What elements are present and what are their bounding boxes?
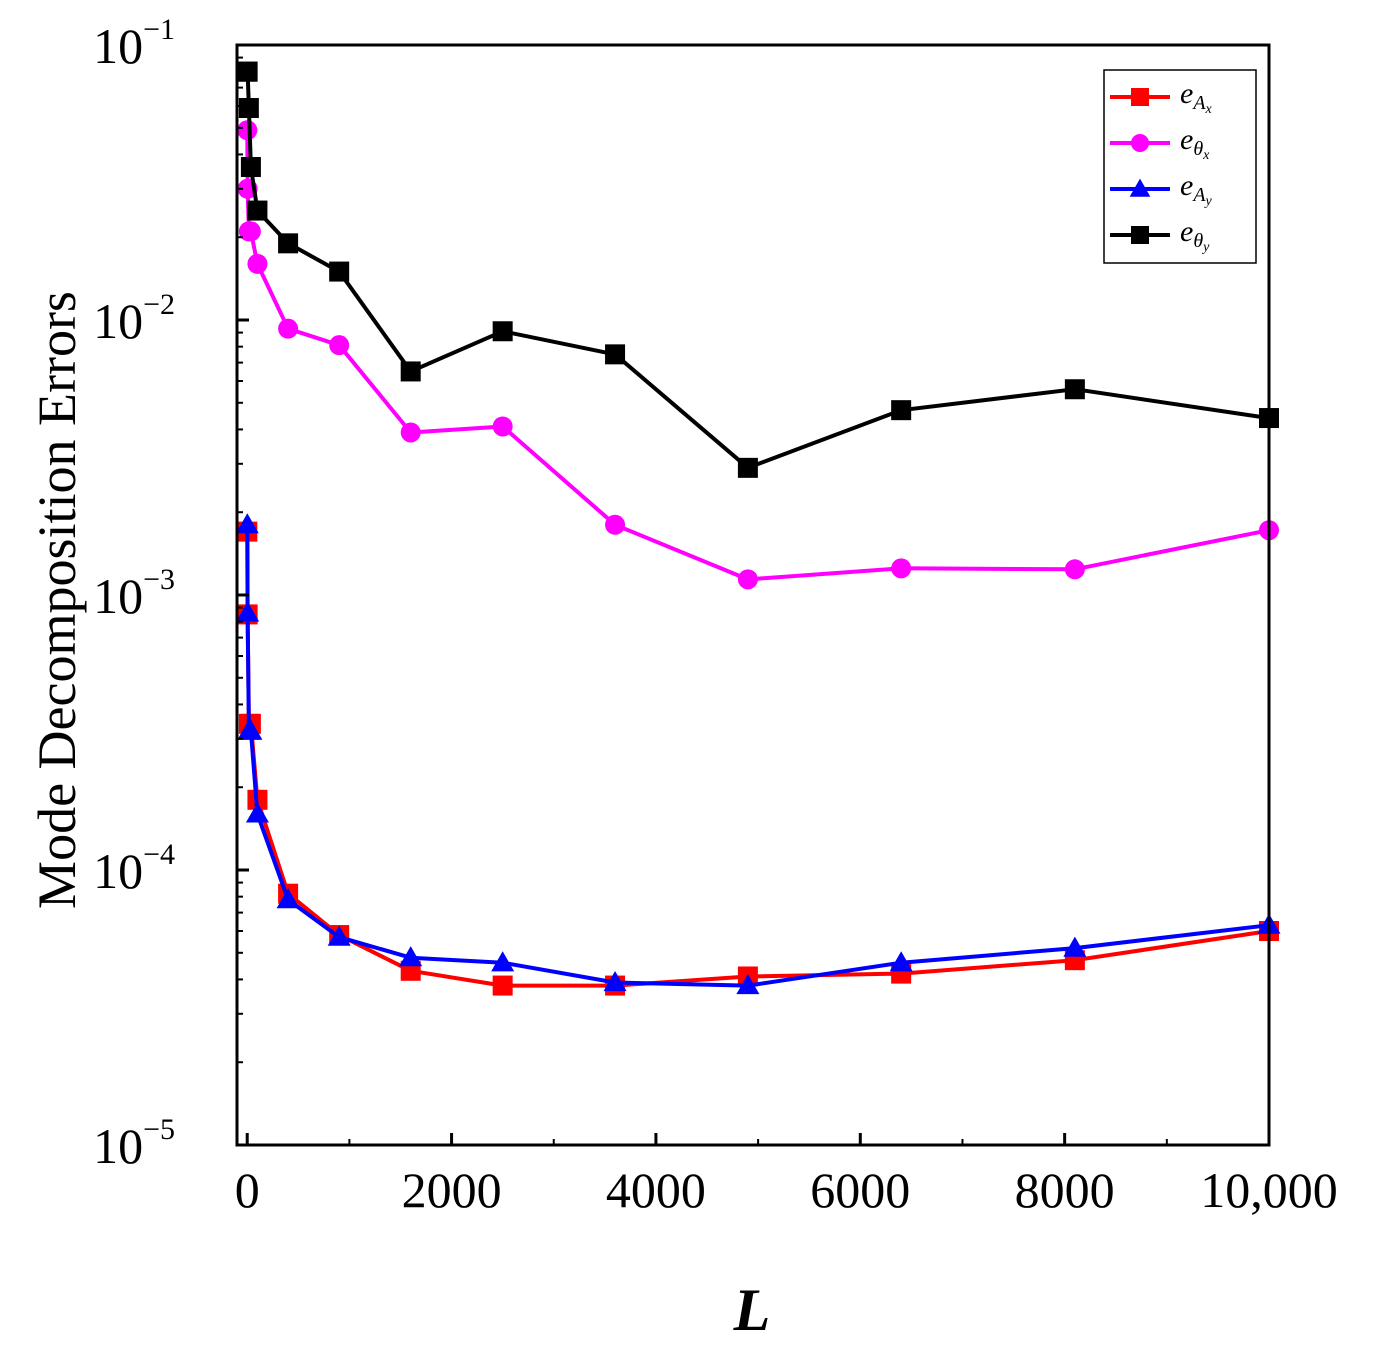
data-point-e_Ay-0 bbox=[235, 513, 259, 534]
data-point-e_thetax-12 bbox=[1064, 559, 1085, 580]
data-point-e_thetay-8 bbox=[492, 321, 513, 342]
legend-marker-e_Ax bbox=[1131, 88, 1149, 106]
data-point-e_thetax-0 bbox=[237, 120, 258, 141]
y-tick-label-3: 10−4 bbox=[93, 838, 175, 899]
legend-label-e_Ay: eAy bbox=[1180, 169, 1213, 209]
data-point-e_thetay-11 bbox=[891, 400, 912, 421]
data-point-e_thetax-9 bbox=[605, 514, 626, 535]
data-point-e_thetay-2 bbox=[238, 98, 259, 119]
data-point-e_thetay-1 bbox=[237, 61, 258, 82]
x-tick-label-1: 2000 bbox=[402, 1162, 502, 1218]
data-point-e_thetax-11 bbox=[891, 558, 912, 579]
data-point-e_thetax-7 bbox=[400, 422, 421, 443]
legend-marker-e_thetax bbox=[1131, 134, 1149, 152]
x-axis-label: L bbox=[733, 1277, 771, 1343]
data-point-e_thetay-4 bbox=[247, 200, 268, 221]
data-point-e_Ay-8 bbox=[491, 951, 515, 972]
data-point-e_thetay-12 bbox=[1064, 379, 1085, 400]
series-e_thetax bbox=[237, 120, 1279, 590]
data-point-e_thetay-6 bbox=[329, 261, 350, 282]
data-point-e_thetax-5 bbox=[278, 318, 299, 339]
x-tick-label-4: 8000 bbox=[1015, 1162, 1115, 1218]
data-point-e_Ay-6 bbox=[327, 925, 351, 946]
y-tick-label-4: 10−5 bbox=[93, 1113, 175, 1174]
data-point-e_Ax-8 bbox=[492, 975, 513, 996]
legend-marker-e_Ay bbox=[1129, 178, 1151, 197]
series-e_thetay bbox=[237, 61, 1279, 478]
y-axis: 10−1 10−2 10−3 10−4 10−5 bbox=[93, 13, 249, 1174]
data-point-e_thetax-6 bbox=[329, 335, 350, 356]
legend-item-e_thetay: eθy bbox=[1110, 215, 1210, 255]
data-point-e_thetax-10 bbox=[737, 569, 758, 590]
legend-label-e_thetay: eθy bbox=[1180, 215, 1210, 255]
y-axis-label: Mode Decomposition Errors bbox=[27, 291, 87, 909]
data-point-e_Ay-4 bbox=[245, 802, 269, 823]
legend-marker-e_thetay bbox=[1131, 226, 1149, 244]
legend: eAx eθx eAy eθy bbox=[1103, 69, 1257, 264]
data-point-e_Ay-10 bbox=[736, 974, 760, 995]
x-tick-label-0: 0 bbox=[235, 1162, 260, 1218]
legend-box bbox=[1103, 69, 1257, 264]
data-point-e_Ay-5 bbox=[276, 888, 300, 909]
data-point-e_thetay-9 bbox=[605, 344, 626, 365]
legend-item-e_thetax: eθx bbox=[1110, 123, 1210, 163]
data-point-e_thetax-8 bbox=[492, 416, 513, 437]
series-e_Ay bbox=[235, 513, 1281, 995]
data-point-e_thetay-3 bbox=[240, 157, 261, 178]
data-point-e_Ay-9 bbox=[603, 970, 627, 992]
data-point-e_Ay-7 bbox=[399, 946, 423, 967]
data-point-e_thetax-4 bbox=[247, 253, 268, 274]
x-tick-label-2: 4000 bbox=[606, 1162, 706, 1218]
y-tick-label-1: 10−2 bbox=[93, 288, 175, 349]
data-point-e_thetay-10 bbox=[737, 457, 758, 478]
legend-item-e_Ay: eAy bbox=[1110, 169, 1213, 209]
legend-label-e_Ax: eAx bbox=[1180, 77, 1213, 117]
legend-label-e_thetax: eθx bbox=[1180, 123, 1210, 163]
series-e_Ax bbox=[237, 521, 1279, 996]
data-point-e_thetay-5 bbox=[278, 233, 299, 254]
legend-item-e_Ax: eAx bbox=[1110, 77, 1213, 117]
y-tick-label-2: 10−3 bbox=[93, 563, 175, 624]
x-axis: 0 2000 4000 6000 8000 10,000 bbox=[235, 1133, 1338, 1218]
data-point-e_thetax-3 bbox=[240, 221, 261, 242]
y-tick-label-0: 10−1 bbox=[93, 13, 175, 74]
data-point-e_Ay-11 bbox=[889, 951, 913, 972]
data-point-e_Ay-1 bbox=[236, 601, 260, 622]
series-line-e_Ax bbox=[245, 531, 1270, 988]
x-tick-label-3: 6000 bbox=[810, 1162, 910, 1218]
data-point-e_Ay-3 bbox=[239, 719, 263, 740]
data-point-e_Ay-12 bbox=[1063, 936, 1087, 957]
data-point-e_thetay-7 bbox=[400, 361, 421, 382]
x-tick-label-5: 10,000 bbox=[1200, 1162, 1338, 1218]
series-line-e_Ay bbox=[245, 524, 1270, 988]
